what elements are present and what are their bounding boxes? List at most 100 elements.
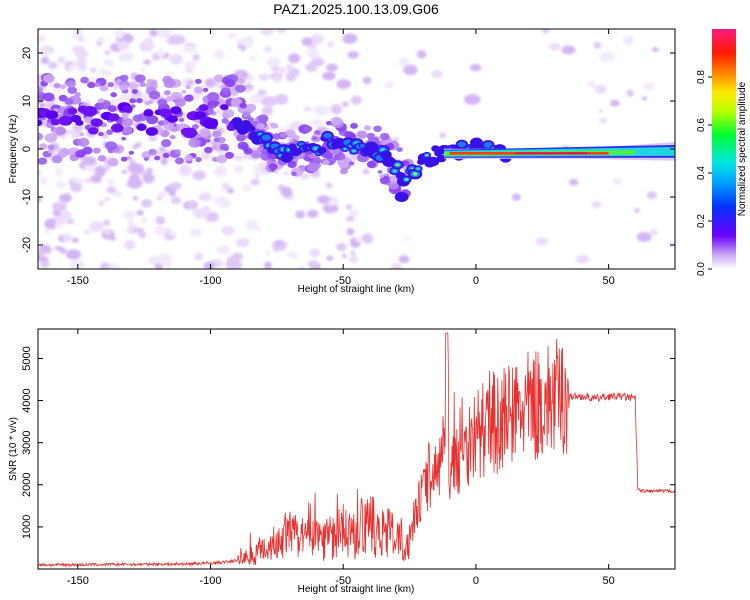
noise-blob: [103, 219, 111, 226]
noise-blob: [295, 210, 306, 219]
mid-blob: [80, 76, 89, 84]
noise-blob: [362, 233, 374, 244]
mid-blob: [207, 92, 220, 102]
noise-blob: [306, 48, 320, 59]
noise-blob: [390, 263, 403, 269]
mid-blob: [222, 109, 235, 118]
mid-blob: [237, 141, 249, 150]
mid-blob: [119, 84, 129, 91]
noise-blob: [609, 99, 620, 107]
noise-blob: [75, 58, 87, 68]
noise-blob: [600, 117, 607, 124]
mid-blob: [66, 80, 76, 88]
noise-blob: [192, 170, 206, 181]
mid-blob: [243, 147, 253, 155]
noise-blob: [612, 178, 622, 185]
noise-blob: [104, 197, 111, 202]
mid-blob: [224, 78, 236, 88]
mid-blob: [59, 84, 67, 90]
spectrogram-y-axis-label: Frequency (Hz): [8, 115, 19, 184]
noise-blob: [184, 60, 196, 69]
mid-blob: [239, 102, 247, 109]
noise-blob: [128, 220, 134, 225]
band-peak: [515, 152, 588, 155]
y-tick-label: 5000: [21, 346, 33, 370]
mid-blob: [87, 81, 96, 89]
mid-blob: [221, 87, 231, 95]
noise-blob: [667, 241, 675, 248]
noise-blob: [276, 29, 287, 34]
mid-blob: [330, 116, 343, 126]
noise-blob: [398, 57, 410, 67]
mid-blob: [221, 118, 229, 124]
noise-blob: [221, 182, 231, 191]
mid-blob: [107, 82, 114, 88]
ridge-blob: [108, 113, 120, 122]
ridge-blob: [38, 119, 43, 126]
mid-blob: [105, 141, 118, 151]
noise-blob: [243, 39, 253, 49]
ridge-core: [392, 169, 397, 173]
mid-blob: [253, 152, 261, 159]
mid-blob: [195, 78, 202, 84]
noise-blob: [106, 186, 117, 194]
mid-blob: [107, 158, 119, 167]
noise-blob: [156, 49, 166, 58]
noise-blob: [245, 88, 251, 94]
noise-blob: [155, 216, 166, 225]
mid-blob: [288, 138, 294, 143]
noise-blob: [126, 226, 135, 233]
noise-blob: [464, 94, 481, 105]
noise-blob: [163, 260, 173, 268]
noise-blob: [336, 79, 351, 90]
ridge-core: [405, 178, 408, 181]
noise-blob: [342, 33, 358, 44]
noise-blob: [121, 169, 127, 175]
noise-blob: [154, 263, 163, 269]
ridge-blob: [167, 115, 178, 123]
mid-blob: [235, 84, 246, 93]
noise-blob: [309, 248, 321, 258]
noise-blob: [57, 56, 66, 64]
noise-blob: [623, 36, 635, 45]
noise-blob: [626, 89, 634, 97]
mid-blob: [131, 89, 138, 94]
ridge-core: [413, 172, 417, 176]
mid-blob: [42, 73, 55, 84]
noise-blob: [541, 29, 550, 34]
noise-blob: [71, 237, 79, 244]
noise-blob: [169, 191, 176, 197]
noise-blob: [38, 170, 41, 176]
mid-blob: [163, 79, 176, 89]
noise-blob: [355, 235, 365, 243]
noise-blob: [288, 53, 301, 64]
noise-blob: [167, 230, 176, 237]
noise-blob: [575, 254, 590, 264]
y-tick-label: 10: [21, 95, 33, 107]
noise-blob: [250, 56, 257, 61]
mid-blob: [44, 133, 57, 143]
ridge-blob: [67, 107, 78, 115]
noise-blob: [138, 232, 147, 239]
ridge-core: [323, 132, 332, 139]
snr-plot-area: [38, 332, 675, 568]
noise-blob: [68, 64, 77, 71]
noise-blob: [250, 178, 260, 186]
mid-blob: [53, 83, 61, 89]
noise-blob: [170, 196, 182, 204]
noise-blob: [132, 195, 138, 201]
noise-blob: [39, 177, 48, 185]
noise-blob: [106, 71, 112, 76]
mid-blob: [236, 133, 247, 142]
noise-blob: [75, 49, 89, 59]
mid-blob: [272, 133, 281, 140]
noise-blob: [511, 193, 521, 202]
noise-blob: [313, 105, 330, 116]
noise-blob: [204, 78, 217, 88]
mid-blob: [128, 150, 134, 155]
noise-blob: [105, 165, 111, 171]
ridge-core: [359, 143, 366, 148]
ridge-core: [396, 163, 400, 166]
noise-blob: [154, 226, 167, 236]
